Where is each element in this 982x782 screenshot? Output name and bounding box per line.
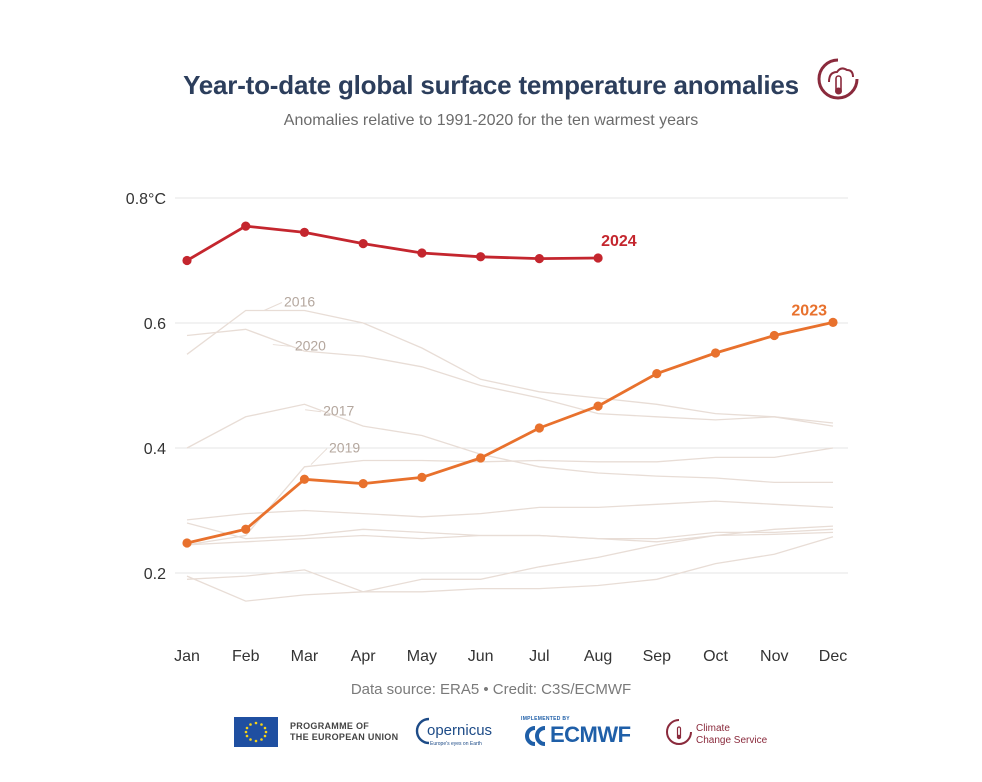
data-point-2024: [182, 255, 192, 266]
x-tick-label: Apr: [351, 648, 377, 665]
x-tick-label: Jan: [174, 648, 200, 665]
series-line-other: [186, 525, 834, 593]
series-line-2016: [186, 309, 834, 424]
data-point-2023: [417, 472, 427, 482]
series-line-other: [186, 528, 834, 546]
y-tick-label: 0.2: [144, 566, 166, 583]
series-label-leader: [272, 344, 293, 348]
ecmwf-wordmark: ECMWF: [550, 722, 631, 747]
climate-change-service-icon: [817, 58, 859, 100]
x-tick-label: Sep: [643, 648, 672, 665]
x-tick-label: Dec: [819, 648, 847, 665]
copernicus-tagline: Europe's eyes on Earth: [430, 741, 482, 747]
data-point-2024: [358, 239, 368, 249]
data-point-2024: [417, 248, 427, 258]
x-tick-label: Aug: [584, 648, 612, 665]
data-point-2024: [534, 254, 544, 264]
data-point-2024: [299, 227, 310, 237]
data-point-2024: [593, 253, 603, 263]
chart-title: Year-to-date global surface temperature …: [183, 70, 799, 100]
series-label-2016: 2016: [284, 294, 315, 310]
data-point-2023: [652, 369, 662, 379]
y-tick-label: 0.6: [144, 316, 166, 333]
series-label-2024: 2024: [601, 233, 637, 250]
series-label-2020: 2020: [295, 338, 326, 354]
x-tick-label: Mar: [291, 648, 319, 665]
series-line-other: [186, 536, 834, 602]
series-label-leader: [263, 302, 283, 311]
series-label-2023: 2023: [791, 302, 827, 319]
x-tick-label: Nov: [760, 648, 788, 665]
data-point-2024: [476, 252, 486, 262]
series-line-2020: [186, 328, 834, 427]
data-point-2023: [182, 538, 192, 548]
data-point-2024: [241, 221, 251, 231]
data-point-2023: [241, 524, 251, 534]
series-label-leader: [310, 448, 328, 465]
copernicus-wordmark: opernicus: [427, 722, 493, 739]
data-point-2023: [769, 330, 779, 341]
series-line-other: [186, 500, 834, 521]
ccs-wordmark: Climate Change Service: [696, 723, 768, 746]
data-point-2023: [358, 479, 368, 489]
series-line-2019: [186, 447, 834, 546]
chart-subtitle: Anomalies relative to 1991-2020 for the …: [283, 112, 699, 129]
series-label-2017: 2017: [323, 403, 354, 419]
data-point-2023: [710, 348, 721, 358]
x-tick-label: Jul: [529, 648, 549, 665]
data-point-2023: [299, 474, 310, 484]
y-tick-label: 0.4: [144, 441, 166, 458]
data-point-2023: [828, 317, 838, 327]
ecmwf-logo-icon: [525, 726, 546, 746]
ccs-logo-icon: [666, 719, 692, 745]
series-label-leader: [305, 409, 322, 413]
series-line-2024: [186, 224, 599, 262]
data-point-2023: [593, 401, 603, 411]
eu-flag-icon: [234, 717, 278, 747]
x-tick-label: Feb: [232, 648, 260, 665]
series-line-2023: [186, 321, 834, 545]
x-tick-label: May: [407, 648, 437, 665]
eu-programme-text: PROGRAMME OF THE EUROPEAN UNION: [290, 721, 399, 742]
copernicus-logo-icon: [415, 717, 430, 745]
x-tick-label: Jun: [468, 648, 494, 665]
data-source-note: Data source: ERA5 • Credit: C3S/ECMWF: [350, 681, 632, 698]
x-tick-label: Oct: [703, 648, 728, 665]
series-label-2019: 2019: [329, 440, 360, 456]
ecmwf-implemented-by: IMPLEMENTED BY: [521, 716, 570, 722]
data-point-2023: [534, 423, 544, 433]
y-tick-label: 0.8°C: [126, 191, 166, 208]
data-point-2023: [476, 453, 486, 463]
